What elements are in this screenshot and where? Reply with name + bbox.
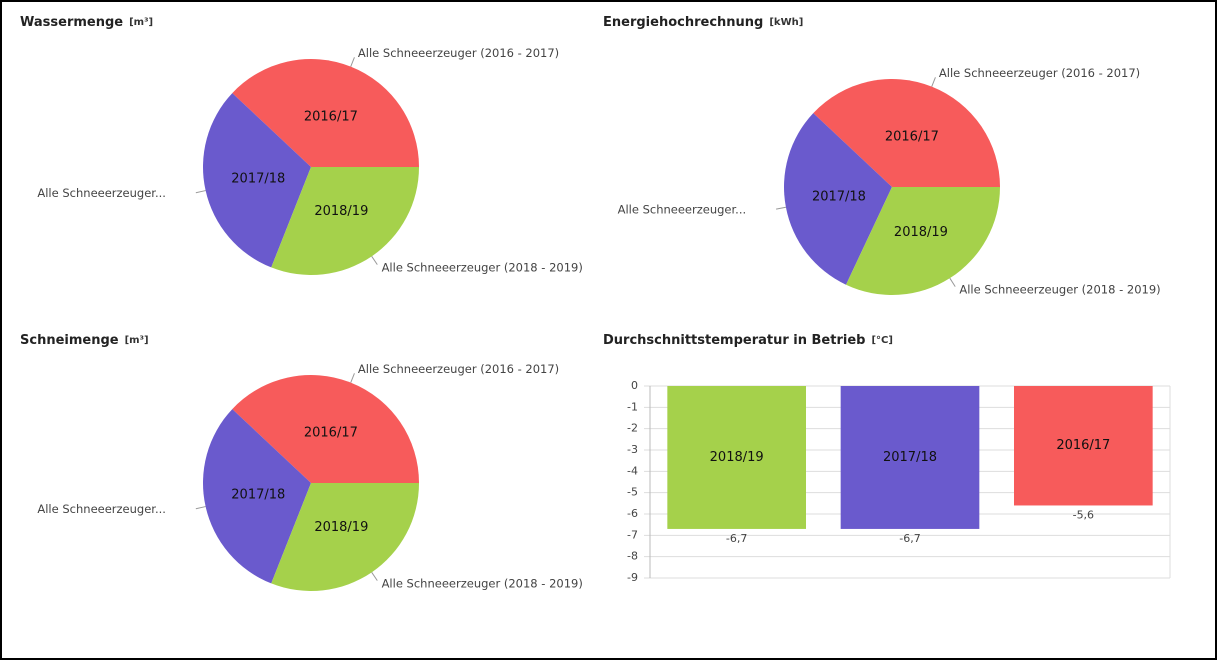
bar-value-label: -6,7 xyxy=(899,532,920,545)
slice-label: 2018/19 xyxy=(894,225,948,240)
y-tick-label: -6 xyxy=(627,507,638,520)
title-text: Durchschnittstemperatur in Betrieb xyxy=(603,333,865,348)
chart-title: Wassermenge [m³] xyxy=(20,15,153,30)
y-tick-label: -7 xyxy=(627,528,638,541)
slice-label: 2016/17 xyxy=(304,109,358,124)
bar xyxy=(667,386,806,529)
bar-value-label: -6,7 xyxy=(726,532,747,545)
slice-outer-label: Alle Schneeerzeuger... xyxy=(37,502,166,516)
leader-line xyxy=(371,572,378,581)
pie-slice xyxy=(784,113,892,285)
y-tick-label: 0 xyxy=(631,379,638,392)
pie-slice xyxy=(202,93,311,268)
title-text: Wassermenge xyxy=(20,15,123,30)
slice-outer-label: Alle Schneeerzeuger (2016 - 2017) xyxy=(939,66,1140,80)
leader-line xyxy=(195,190,206,194)
slice-label: 2016/17 xyxy=(304,425,358,440)
slice-label: 2016/17 xyxy=(885,129,939,144)
title-unit: [m³] xyxy=(125,335,149,346)
title-unit: [m³] xyxy=(129,17,153,28)
leader-line xyxy=(350,57,355,67)
slice-label: 2018/19 xyxy=(314,520,368,535)
chart-title: Energiehochrechnung [kWh] xyxy=(603,15,803,30)
title-text: Energiehochrechnung xyxy=(603,15,763,30)
slice-label: 2017/18 xyxy=(231,171,285,186)
slice-outer-label: Alle Schneeerzeuger (2018 - 2019) xyxy=(959,283,1160,297)
bar-category-label: 2018/19 xyxy=(710,450,764,465)
slice-label: 2017/18 xyxy=(812,190,866,205)
title-text: Schneimenge xyxy=(20,333,119,348)
leader-line xyxy=(775,206,787,210)
pie-slice xyxy=(813,79,1000,187)
slice-label: 2018/19 xyxy=(314,204,368,219)
y-tick-label: -9 xyxy=(627,571,638,584)
pie-slice xyxy=(271,483,419,591)
pie-slice xyxy=(846,187,1000,295)
leader-line xyxy=(931,77,936,87)
slice-outer-label: Alle Schneeerzeuger (2018 - 2019) xyxy=(382,260,583,274)
slice-outer-label: Alle Schneeerzeuger (2016 - 2017) xyxy=(358,46,559,60)
bar xyxy=(840,386,980,529)
leader-line xyxy=(949,277,956,287)
pie-slice xyxy=(232,59,419,167)
y-tick-label: -3 xyxy=(627,443,638,456)
slice-label: 2017/18 xyxy=(231,487,285,502)
leader-line xyxy=(195,506,206,510)
bar-category-label: 2016/17 xyxy=(1056,438,1110,453)
y-tick-label: -2 xyxy=(627,422,638,435)
y-tick-label: -1 xyxy=(627,400,638,413)
y-tick-label: -8 xyxy=(627,550,638,563)
bar xyxy=(1014,386,1153,506)
slice-outer-label: Alle Schneeerzeuger (2018 - 2019) xyxy=(382,576,583,590)
pie-slice xyxy=(232,375,419,483)
y-tick-label: -5 xyxy=(627,486,638,499)
leader-line xyxy=(350,373,355,383)
bar-value-label: -5,6 xyxy=(1073,508,1094,521)
pie-slice xyxy=(203,409,311,584)
chart-title: Durchschnittstemperatur in Betrieb [°C] xyxy=(603,333,893,348)
title-unit: [kWh] xyxy=(769,17,803,28)
chart-title: Schneimenge [m³] xyxy=(20,333,149,348)
slice-outer-label: Alle Schneeerzeuger (2016 - 2017) xyxy=(358,362,559,376)
bar-category-label: 2017/18 xyxy=(883,450,937,465)
pie-slice xyxy=(271,167,419,275)
slice-outer-label: Alle Schneeerzeuger... xyxy=(37,186,166,200)
y-tick-label: -4 xyxy=(627,464,638,477)
title-unit: [°C] xyxy=(871,335,892,346)
slice-outer-label: Alle Schneeerzeuger... xyxy=(618,202,747,216)
leader-line xyxy=(371,256,378,265)
